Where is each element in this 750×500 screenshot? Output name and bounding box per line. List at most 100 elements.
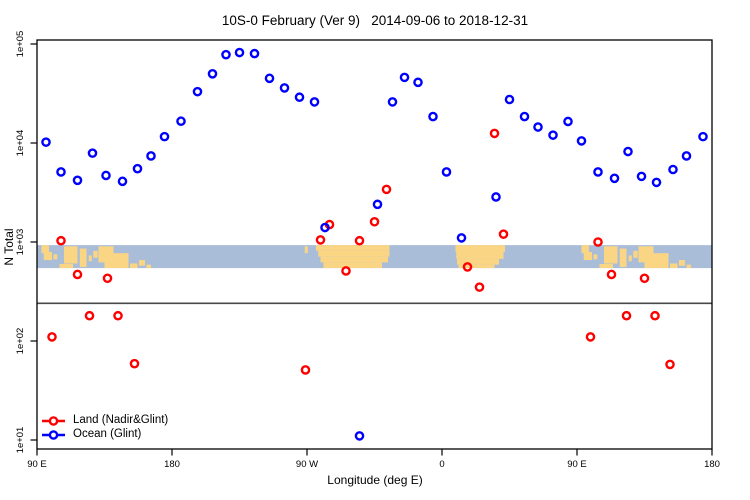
data-point-ocean <box>372 199 383 210</box>
data-point-ocean <box>176 116 186 127</box>
data-point-ocean <box>533 122 543 132</box>
data-point-ocean <box>651 177 662 188</box>
map-land <box>130 263 138 269</box>
data-point-ocean <box>456 233 467 243</box>
data-point-ocean <box>681 151 692 161</box>
data-point-land <box>593 237 603 247</box>
map-land <box>304 246 308 254</box>
data-point-ocean <box>87 148 98 158</box>
data-point-ocean <box>519 111 530 122</box>
map-land <box>633 250 638 258</box>
data-point-land <box>354 235 365 246</box>
data-point-land <box>650 310 660 321</box>
map-land <box>146 264 151 269</box>
data-point-ocean <box>207 69 218 79</box>
data-point-land <box>369 216 380 227</box>
data-point-land <box>498 229 509 239</box>
map-land <box>64 246 78 264</box>
y-axis-label: N Total <box>2 228 16 265</box>
data-point-land <box>462 262 473 272</box>
y-tick-label: 1e+03 <box>15 229 26 256</box>
data-point-ocean <box>698 131 708 142</box>
data-point-ocean <box>428 111 438 122</box>
data-point-ocean <box>399 72 410 83</box>
map-land <box>41 245 49 254</box>
data-point-ocean <box>623 146 633 157</box>
x-tick-label: 180 <box>164 459 180 470</box>
data-point-ocean <box>609 173 620 184</box>
data-point-ocean <box>354 431 365 441</box>
data-point-land <box>489 128 500 139</box>
map-land <box>628 255 632 262</box>
data-point-ocean <box>159 131 170 142</box>
data-point-ocean <box>441 167 452 177</box>
data-point-ocean <box>234 47 245 58</box>
data-point-ocean <box>56 167 66 177</box>
map-land <box>456 252 504 259</box>
data-point-ocean <box>309 97 320 107</box>
map-land <box>79 248 87 267</box>
data-point-ocean <box>294 92 305 103</box>
data-point-ocean <box>563 116 573 127</box>
map-land <box>59 263 73 269</box>
plot-border <box>36 39 713 450</box>
y-tick-label: 1e+01 <box>15 427 26 454</box>
map-land <box>323 262 382 269</box>
legend-marker-point-ocean <box>48 430 59 440</box>
map-land <box>318 250 390 257</box>
map-land <box>457 258 499 265</box>
map-land <box>93 250 98 258</box>
data-point-ocean <box>117 176 128 187</box>
x-tick-label: 90 E <box>27 459 47 470</box>
map-land <box>686 264 691 269</box>
data-point-land <box>300 365 311 375</box>
map-land <box>88 255 92 262</box>
map-land <box>644 253 669 269</box>
y-tick-label: 1e+05 <box>15 31 26 58</box>
data-point-land <box>72 269 83 280</box>
map-land <box>581 245 589 254</box>
x-tick-label: 90 W <box>296 459 318 470</box>
data-point-ocean <box>41 137 51 147</box>
data-point-land <box>102 273 113 284</box>
data-point-ocean <box>279 83 290 93</box>
data-point-ocean <box>264 73 275 84</box>
map-land <box>670 263 678 269</box>
map-land <box>619 248 627 267</box>
data-point-ocean <box>101 170 111 181</box>
map-land <box>593 254 598 260</box>
data-point-land <box>129 358 140 369</box>
map-land <box>43 252 52 261</box>
map-land <box>104 253 129 269</box>
data-point-ocean <box>221 49 231 60</box>
data-point-land <box>474 282 485 292</box>
data-point-ocean <box>668 164 678 175</box>
x-axis-label: Longitude (deg E) <box>327 473 423 487</box>
data-point-ocean <box>593 167 603 177</box>
data-point-ocean <box>387 97 398 107</box>
data-point-land <box>315 235 326 245</box>
map-land <box>316 245 390 251</box>
data-point-ocean <box>548 130 558 140</box>
data-point-land <box>585 332 596 342</box>
x-tick-label: 0 <box>439 459 444 470</box>
map-land <box>679 260 685 266</box>
data-point-land <box>56 235 66 246</box>
data-point-ocean <box>504 94 515 105</box>
data-point-ocean <box>132 163 143 174</box>
map-land <box>455 245 505 253</box>
data-point-land <box>47 332 57 342</box>
data-point-ocean <box>249 48 260 59</box>
data-point-land <box>665 359 675 370</box>
chart-title: 10S-0 February (Ver 9) 2014-09-06 to 201… <box>221 13 529 28</box>
data-point-land <box>639 273 650 284</box>
data-point-ocean <box>413 77 423 88</box>
data-point-land <box>113 310 123 321</box>
map-land <box>320 256 388 263</box>
map-land <box>458 264 495 269</box>
map-land <box>604 246 618 264</box>
map-land <box>139 260 145 266</box>
y-tick-label: 1e+02 <box>15 328 26 355</box>
